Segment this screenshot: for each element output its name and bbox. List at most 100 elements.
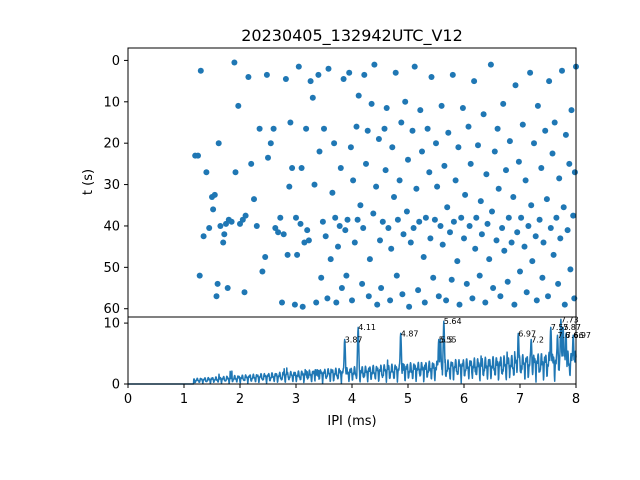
scatter-point bbox=[561, 301, 568, 308]
scatter-point bbox=[514, 229, 521, 236]
scatter-point bbox=[466, 223, 473, 229]
scatter-point bbox=[478, 231, 485, 238]
scatter-point bbox=[571, 169, 578, 176]
peak-label: 3.87 bbox=[345, 335, 363, 344]
peak-label: 7.66 bbox=[566, 331, 584, 340]
scatter-point bbox=[531, 140, 537, 147]
peak-label: 7.55 bbox=[551, 323, 569, 332]
x-tick-label: 3 bbox=[292, 392, 300, 407]
scatter-point bbox=[213, 293, 220, 300]
scatter-point bbox=[415, 287, 422, 294]
scatter-point bbox=[490, 285, 497, 291]
scatter-point bbox=[297, 220, 304, 227]
scatter-point bbox=[200, 233, 207, 240]
scatter-point bbox=[256, 125, 263, 132]
scatter-point bbox=[265, 154, 271, 161]
scatter-point bbox=[337, 165, 344, 171]
scatter-point bbox=[344, 216, 351, 223]
scatter-point bbox=[419, 148, 425, 155]
scatter-point bbox=[458, 214, 465, 221]
scatter-point bbox=[522, 177, 529, 184]
scatter-point bbox=[497, 293, 504, 300]
scatter-point bbox=[473, 214, 480, 221]
scatter-point bbox=[562, 131, 569, 138]
scatter-point bbox=[494, 125, 501, 132]
scatter-point bbox=[214, 280, 221, 287]
scatter-point bbox=[313, 299, 320, 306]
scatter-point bbox=[444, 204, 451, 211]
scatter-y-ticks: 0 10 20 30 40 50 60 bbox=[103, 54, 128, 317]
scatter-point bbox=[332, 214, 339, 221]
chart-title: 20230405_132942UTC_V12 bbox=[241, 26, 463, 46]
scatter-point bbox=[467, 160, 474, 167]
scatter-point bbox=[355, 92, 362, 99]
peak-label: 7.6 bbox=[558, 331, 571, 340]
scatter-point bbox=[452, 177, 459, 184]
scatter-point bbox=[486, 256, 493, 263]
scatter-point bbox=[399, 291, 406, 298]
scatter-point bbox=[377, 237, 383, 244]
scatter-point bbox=[262, 254, 269, 260]
scatter-point bbox=[448, 276, 455, 283]
scatter-point bbox=[555, 280, 562, 287]
scatter-point bbox=[411, 63, 418, 70]
scatter-point bbox=[455, 144, 462, 151]
scatter-point bbox=[469, 295, 476, 302]
scatter-point bbox=[305, 237, 312, 244]
scatter-point bbox=[284, 251, 291, 258]
x-tick-label: 4 bbox=[348, 392, 356, 407]
scatter-point bbox=[287, 119, 294, 126]
scatter-point bbox=[385, 225, 392, 231]
y-tick-label: 60 bbox=[103, 302, 120, 317]
scatter-point bbox=[547, 225, 554, 231]
scatter-point bbox=[449, 71, 456, 78]
scatter-point bbox=[307, 78, 314, 85]
scatter-point bbox=[501, 247, 508, 254]
scatter-point bbox=[542, 127, 549, 134]
scatter-point bbox=[196, 272, 203, 279]
scatter-point bbox=[383, 105, 390, 111]
scatter-point bbox=[301, 239, 308, 246]
scatter-point bbox=[407, 239, 414, 246]
scatter-point bbox=[528, 202, 535, 209]
scatter-point bbox=[459, 105, 466, 111]
scatter-point bbox=[560, 204, 567, 211]
scatter-point bbox=[500, 100, 507, 107]
scatter-point bbox=[318, 274, 325, 281]
scatter-point bbox=[534, 102, 541, 109]
scatter-point bbox=[543, 196, 550, 203]
scatter-point bbox=[350, 177, 357, 184]
scatter-point bbox=[195, 152, 201, 159]
scatter-point bbox=[427, 235, 434, 242]
scatter-point bbox=[349, 297, 355, 304]
scatter-point bbox=[518, 214, 525, 221]
scatter-point bbox=[379, 218, 386, 225]
scatter-point bbox=[483, 171, 490, 178]
scatter-point bbox=[550, 251, 557, 258]
scatter-point bbox=[235, 102, 242, 109]
scatter-point bbox=[291, 301, 298, 308]
y-tick-label: 10 bbox=[103, 317, 120, 332]
scatter-point bbox=[523, 289, 530, 296]
scatter-point bbox=[529, 258, 536, 265]
scatter-point bbox=[413, 185, 420, 192]
scatter-point bbox=[245, 74, 252, 80]
scatter-point bbox=[533, 297, 540, 304]
scatter-point bbox=[331, 140, 338, 147]
scatter-point bbox=[472, 245, 479, 252]
y-tick-label: 30 bbox=[103, 178, 120, 193]
scatter-point bbox=[270, 125, 277, 132]
scatter-point bbox=[493, 237, 500, 244]
x-tick-label: 1 bbox=[180, 392, 188, 407]
peak-label: 4.11 bbox=[358, 323, 376, 332]
histogram-x-ticks: 0 1 2 3 4 5 6 7 8 bbox=[124, 384, 580, 407]
scatter-point bbox=[540, 239, 547, 246]
peak-label: 5.64 bbox=[444, 317, 462, 326]
scatter-point bbox=[374, 301, 381, 308]
scatter-point bbox=[517, 268, 523, 275]
scatter-point bbox=[484, 220, 491, 227]
scatter-points bbox=[192, 59, 579, 310]
y-tick-label: 0 bbox=[112, 378, 120, 393]
scatter-point bbox=[477, 198, 484, 205]
scatter-point bbox=[220, 239, 227, 246]
